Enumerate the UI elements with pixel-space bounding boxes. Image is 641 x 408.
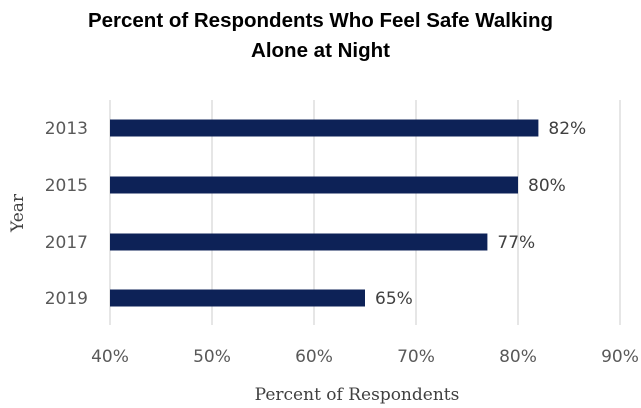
y-tick-label-2019: 2019 bbox=[45, 289, 88, 309]
gridlines bbox=[109, 100, 621, 325]
data-label-2015: 80% bbox=[528, 176, 566, 196]
data-label-2019: 65% bbox=[375, 289, 413, 309]
bar-2013 bbox=[110, 119, 539, 137]
bar-2015 bbox=[110, 176, 518, 194]
x-tick-label-70: 70% bbox=[397, 347, 435, 367]
y-tick-label-2015: 2015 bbox=[45, 176, 88, 196]
x-tick-label-80: 80% bbox=[499, 347, 537, 367]
x-axis-title: Percent of Respondents bbox=[255, 385, 460, 405]
chart-title: Percent of Respondents Who Feel Safe Wal… bbox=[0, 6, 641, 66]
data-label-2013: 82% bbox=[548, 119, 586, 139]
bar-2017 bbox=[110, 233, 488, 251]
chart-title-line-2: Alone at Night bbox=[251, 39, 390, 62]
bar-2019 bbox=[110, 289, 365, 307]
chart-title-line-1: Percent of Respondents Who Feel Safe Wal… bbox=[87, 9, 554, 32]
y-tick-labels: 2013 2015 2017 2019 bbox=[45, 119, 88, 309]
y-tick-label-2013: 2013 bbox=[45, 119, 88, 139]
x-tick-label-60: 60% bbox=[295, 347, 333, 367]
y-axis-title: Year bbox=[8, 193, 28, 233]
x-tick-labels: 40% 50% 60% 70% 80% 90% bbox=[91, 347, 639, 367]
y-tick-label-2017: 2017 bbox=[45, 233, 88, 253]
x-tick-label-50: 50% bbox=[193, 347, 231, 367]
x-tick-label-40: 40% bbox=[91, 347, 129, 367]
x-tick-label-90: 90% bbox=[601, 347, 639, 367]
bars bbox=[110, 119, 539, 307]
data-label-2017: 77% bbox=[497, 233, 535, 253]
data-labels: 82% 80% 77% 65% bbox=[375, 119, 586, 309]
